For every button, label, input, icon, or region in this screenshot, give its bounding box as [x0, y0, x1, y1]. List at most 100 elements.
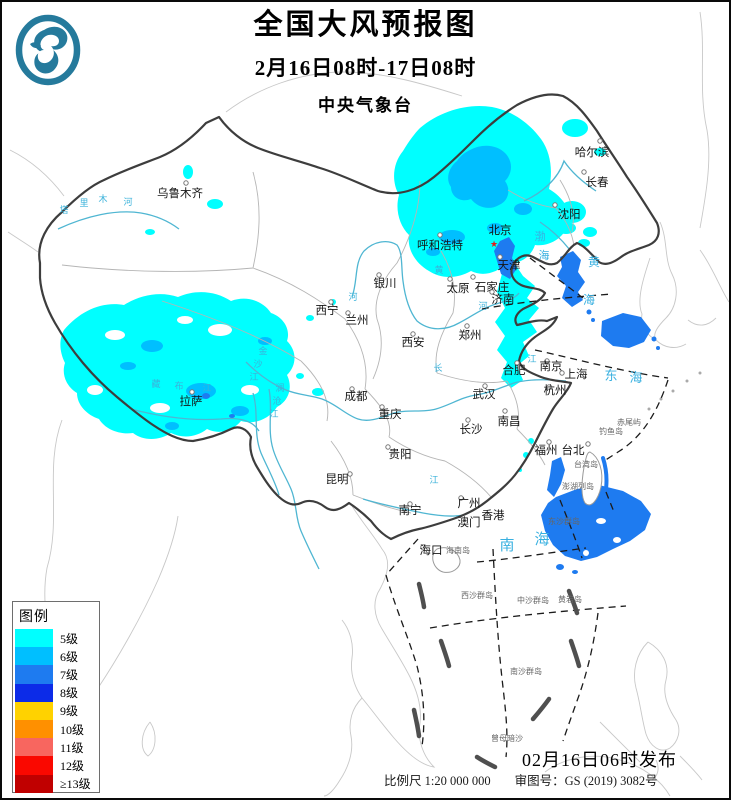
- city-label: 石家庄: [475, 280, 510, 294]
- city-dot: [349, 386, 355, 392]
- island-label: 西沙群岛: [461, 590, 493, 600]
- island-label: 赤尾屿: [617, 418, 641, 427]
- legend-label: 11级: [60, 740, 84, 755]
- wind-area-level7: [202, 237, 660, 574]
- city-label: 银川: [374, 276, 397, 290]
- city-label: 澳门: [458, 515, 481, 529]
- island-label: 中沙群岛: [517, 595, 549, 605]
- legend-color-swatch: [15, 774, 53, 793]
- river-label: 里: [79, 198, 88, 208]
- legend-color-swatch: [15, 719, 53, 739]
- city-dot: [544, 358, 550, 364]
- island-label: 曾母暗沙: [491, 733, 523, 743]
- legend-color-swatch: [15, 665, 53, 684]
- island-label: 台湾岛: [574, 459, 598, 469]
- sea-label: 黄: [588, 255, 600, 269]
- legend-color-swatch: [15, 756, 53, 775]
- city-label: 兰州: [346, 314, 369, 327]
- legend-row: ≥13级: [13, 774, 99, 793]
- river-label: 江: [527, 354, 536, 364]
- city-dot: [489, 289, 495, 295]
- legend-row: 5级: [13, 629, 99, 648]
- map-meta: 比例尺 1:20 000 000 审图号：GS (2019) 3082号: [384, 770, 658, 789]
- city-label: 香港: [482, 509, 505, 522]
- city-label: 拉萨: [180, 394, 203, 408]
- legend-label: 8级: [60, 686, 79, 701]
- city-dot: [597, 138, 603, 144]
- city-dot: [189, 389, 195, 395]
- river-label: 塔: [59, 204, 68, 215]
- island-label: 南沙群岛: [510, 666, 542, 676]
- city-label: 南宁: [399, 503, 422, 517]
- legend-label: 9级: [60, 704, 79, 719]
- city-label: 天津: [498, 259, 521, 272]
- city-label: 郑州: [459, 328, 482, 342]
- sea-label: 海: [534, 531, 549, 548]
- sea-label: 南: [499, 537, 514, 554]
- beijing-star: ★: [490, 239, 498, 249]
- maritime-dashed-lines: [385, 257, 669, 758]
- legend-row: 10级: [13, 719, 99, 739]
- legend-label: ≥13级: [60, 777, 91, 792]
- city-label: 呼和浩特: [417, 238, 463, 252]
- legend-row: 11级: [13, 738, 99, 757]
- city-dot: [410, 331, 416, 337]
- river-label: 长: [433, 362, 442, 373]
- city-dot: [470, 274, 476, 280]
- city-dot: [546, 439, 552, 445]
- map-scale: 比例尺 1:20 000 000: [384, 774, 491, 788]
- river-label: 河: [478, 300, 487, 311]
- city-label: 上海: [565, 367, 588, 381]
- island-label: 东沙群岛: [548, 516, 580, 526]
- island-label: 钓鱼岛: [599, 426, 623, 436]
- sea-label: 海: [539, 248, 550, 262]
- city-dot: [385, 444, 391, 450]
- city-dot: [482, 383, 488, 389]
- map-header: 全国大风预报图 2月16日08时-17日08时 中央气象台: [0, 9, 731, 116]
- city-label: 西宁: [316, 303, 339, 317]
- map-labels: 乌鲁木齐 哈尔滨长春沈阳 ★ 北京呼和浩特天津银川 太原 石家庄济南西宁兰州西安 郑州合肥南…: [59, 138, 643, 743]
- rivers: [57, 159, 597, 570]
- forecast-period: 2月16日08时-17日08时: [254, 55, 477, 80]
- publish-time: 02月16日06时发布: [522, 750, 677, 770]
- city-label: 昆明: [326, 473, 349, 486]
- city-label: 北京: [489, 223, 512, 237]
- nine-dash-segments: [411, 581, 582, 770]
- city-label: 南京: [540, 359, 563, 373]
- hainan-island: [432, 547, 461, 573]
- city-label: 哈尔滨: [575, 145, 610, 159]
- city-dot: [447, 276, 453, 282]
- city-label: 乌鲁木齐: [157, 186, 203, 200]
- city-dot: [559, 370, 565, 376]
- island-label: 海南岛: [446, 545, 470, 555]
- city-dot: [546, 384, 552, 390]
- legend-row: 8级: [13, 683, 99, 702]
- island-label: 黄岩岛: [558, 594, 582, 604]
- page-title: 全国大风预报图: [253, 9, 478, 41]
- city-label: 沈阳: [558, 207, 581, 221]
- river-label: 河: [348, 291, 357, 302]
- city-dot: [347, 471, 353, 477]
- legend-items: 5级 6级 7级 8级 9级 10级 11级 12级 ≥13级: [13, 629, 99, 793]
- river-label: 沙: [253, 359, 262, 369]
- city-dot: [552, 202, 558, 208]
- sea-label: 东: [604, 368, 617, 383]
- city-label: 重庆: [379, 407, 402, 421]
- city-label: 太原: [447, 282, 470, 295]
- city-label: 杭州: [544, 383, 567, 397]
- city-label: 长沙: [460, 423, 483, 436]
- city-dot: [345, 310, 351, 316]
- city-label: 南昌: [498, 414, 521, 428]
- sea-label: 海: [629, 370, 642, 385]
- taiwan-island: [581, 451, 603, 506]
- legend-row: 9级: [13, 701, 99, 720]
- city-dot: [514, 360, 520, 366]
- river-label: 木: [98, 193, 107, 204]
- city-label: 广州: [458, 497, 481, 510]
- river-label: 布: [174, 380, 183, 391]
- legend-label: 10级: [60, 722, 85, 737]
- river-label: 藏: [151, 378, 160, 389]
- legend-title: 图例: [19, 610, 49, 625]
- sea-label: 渤: [535, 230, 546, 243]
